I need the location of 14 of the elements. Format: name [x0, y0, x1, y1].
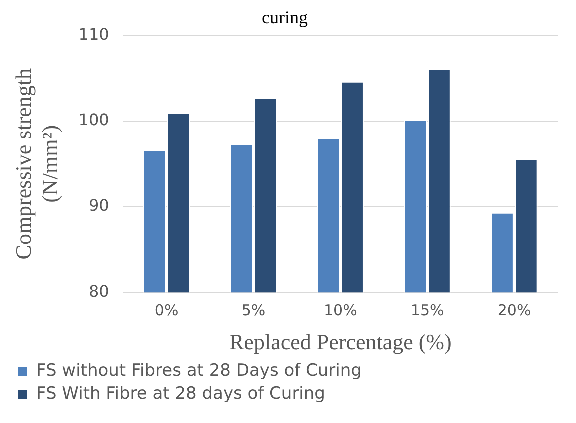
x-tick-label: 15%: [410, 301, 444, 320]
legend-label: FS without Fibres at 28 Days of Curing: [36, 360, 362, 381]
x-tick-label: 0%: [154, 301, 179, 320]
y-tick-label: 100: [78, 110, 110, 130]
x-tick-label: 20%: [498, 301, 532, 320]
chart-title: curing: [262, 8, 308, 28]
legend-label: FS With Fibre at 28 days of Curing: [36, 384, 326, 404]
y-tick-label: 80: [88, 282, 110, 301]
y-tick-label: 90: [88, 196, 110, 216]
y-axis-title: Compressive strength (N/mm²): [10, 68, 62, 260]
y-tick-label: 110: [78, 24, 110, 44]
x-tick-label: 5%: [242, 301, 266, 320]
x-tick-label: 10%: [324, 301, 358, 320]
x-axis-title: Replaced Percentage (%): [230, 330, 452, 355]
